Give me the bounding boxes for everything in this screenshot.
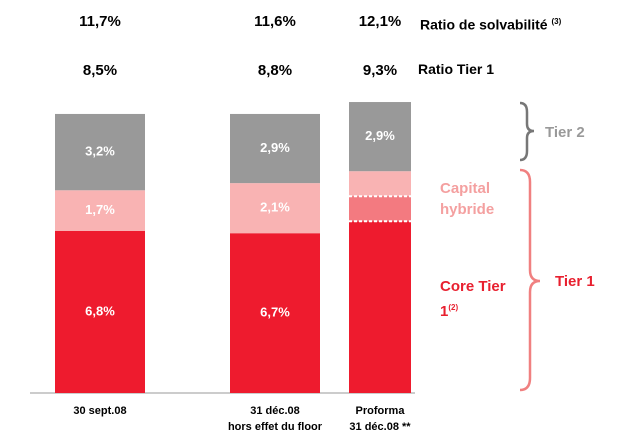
- bar-segment: [230, 113, 320, 184]
- ratio-note: (3): [551, 17, 562, 26]
- bar-segment: [230, 233, 320, 393]
- core-label: Core Tier 1(2): [440, 276, 515, 322]
- tier1-brace: [519, 168, 541, 392]
- value-label: 3,2%: [85, 144, 115, 159]
- ratio-value: 8,8%: [258, 62, 292, 79]
- ratio-value: 8,5%: [83, 62, 117, 79]
- core-name: Core Tier 1: [440, 278, 506, 320]
- bar-segment: [55, 190, 145, 231]
- value-label: 2,9%: [365, 128, 395, 143]
- bar-segment: [349, 221, 411, 393]
- value-label: 1,7%: [85, 202, 115, 217]
- bar-segment: [55, 230, 145, 393]
- ratio-value: 11,6%: [254, 13, 296, 30]
- core-note: (2): [448, 303, 459, 312]
- tier2-brace: [519, 101, 535, 162]
- tier2-label: Tier 2: [545, 124, 585, 141]
- bar-segment: [230, 183, 320, 234]
- value-label: 2,9%: [260, 140, 290, 155]
- hybride-label: Capital hybride: [440, 180, 495, 218]
- ratio-name: Ratio Tier 1: [418, 61, 494, 77]
- hybride-band: [349, 196, 411, 222]
- bar-segment: [349, 102, 411, 172]
- x-tick-label: Proforma 31 déc.08 **: [349, 405, 411, 433]
- ratio-name: Ratio de solvabilité (3): [420, 11, 561, 36]
- bar-segment: [55, 113, 145, 191]
- value-label: 6,8%: [85, 303, 115, 318]
- ratio-value: 12,1%: [359, 13, 402, 30]
- x-tick-label: 30 sept.08: [73, 405, 127, 417]
- tier1-label: Tier 1: [555, 273, 595, 290]
- ratio-value: 11,7%: [79, 13, 121, 30]
- ratio-value: 9,3%: [363, 62, 397, 79]
- value-label: 6,7%: [260, 305, 290, 320]
- ratio-title: Ratio de solvabilité: [420, 16, 548, 33]
- value-label: 2,1%: [260, 200, 290, 215]
- x-tick-label: 31 déc.08 hors effet du floor: [227, 405, 323, 433]
